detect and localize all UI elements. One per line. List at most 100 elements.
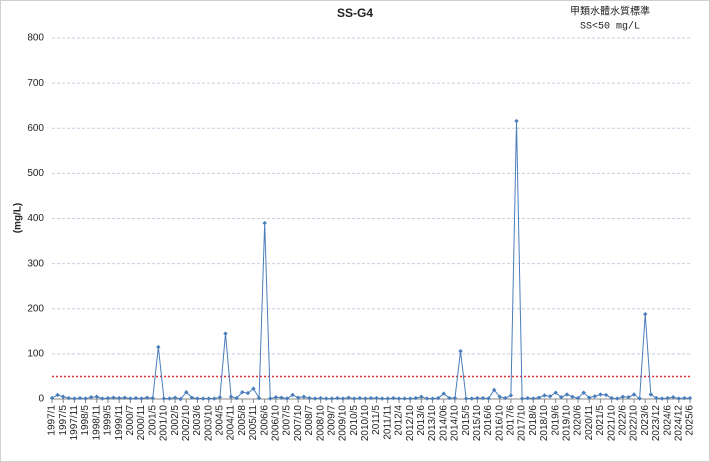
data-point [122, 395, 127, 400]
data-point [620, 394, 626, 399]
data-point [424, 396, 430, 401]
x-tick-label: 2012/10 [405, 405, 416, 442]
data-point [273, 394, 279, 400]
x-tick-label: 2021/5 [595, 405, 606, 436]
x-tick-label: 2023/6 [640, 405, 651, 436]
data-point [335, 395, 340, 401]
x-tick-label: 1998/11 [91, 405, 102, 441]
data-point [245, 390, 251, 396]
data-point [206, 396, 211, 401]
data-point [352, 396, 357, 401]
y-tick-label: 500 [27, 168, 44, 179]
x-tick-label: 2013/10 [427, 405, 438, 442]
data-point [480, 395, 486, 401]
data-point [609, 395, 614, 401]
data-point [284, 396, 290, 401]
data-point [587, 395, 592, 400]
y-tick-label: 200 [27, 303, 44, 314]
data-point [251, 386, 256, 391]
x-tick-label: 1997/5 [58, 405, 69, 436]
data-point [94, 394, 99, 399]
x-tick-label: 2022/6 [617, 405, 628, 436]
data-point [570, 394, 575, 399]
data-point [88, 394, 94, 400]
data-point [396, 396, 402, 401]
x-tick-label: 2003/6 [192, 405, 203, 436]
data-point [637, 396, 642, 401]
data-point [156, 344, 161, 350]
data-point [447, 395, 452, 401]
data-point [340, 396, 346, 401]
data-point [279, 395, 284, 400]
x-tick-label: 1998/5 [80, 405, 91, 436]
data-point [391, 395, 396, 401]
x-tick-label: 2005/11 [248, 405, 259, 441]
x-tick-label: 2011/5 [371, 405, 382, 435]
data-point [402, 396, 407, 401]
data-point [542, 393, 547, 398]
x-tick-label: 2006/10 [271, 405, 282, 442]
x-tick-label: 2004/5 [215, 405, 226, 436]
data-point [55, 392, 60, 398]
data-point [228, 394, 234, 399]
x-tick-label: 2014/06 [438, 405, 449, 442]
x-tick-label: 2019/10 [562, 405, 573, 442]
data-point [139, 396, 144, 401]
data-point [223, 331, 228, 336]
data-point [503, 395, 508, 401]
x-tick-label: 2020/6 [573, 405, 584, 436]
x-tick-label: 2019/6 [550, 405, 561, 436]
data-point [603, 392, 609, 398]
data-point [631, 392, 637, 397]
data-point [200, 396, 206, 401]
x-tick-label: 2009/7 [326, 405, 337, 436]
data-point [547, 394, 553, 399]
x-tick-label: 2008/7 [304, 405, 315, 436]
x-tick-label: 2006/6 [259, 405, 270, 436]
chart-title: SS-G4 [337, 6, 373, 20]
data-point [536, 395, 542, 400]
data-point [374, 395, 379, 401]
data-point [598, 392, 603, 397]
data-point [262, 220, 267, 226]
x-tick-label: 2025/6 [685, 405, 696, 436]
data-point [318, 395, 323, 401]
data-point [234, 395, 239, 401]
y-tick-label: 600 [27, 123, 44, 134]
data-point [430, 396, 435, 401]
data-point [659, 396, 665, 401]
data-point [379, 396, 385, 401]
x-tick-label: 2020/11 [584, 405, 595, 441]
data-point [172, 395, 178, 400]
data-point [514, 118, 519, 124]
y-tick-label: 400 [27, 213, 44, 224]
data-point [441, 391, 446, 396]
x-tick-label: 2002/5 [170, 405, 181, 436]
x-tick-label: 2008/10 [315, 405, 326, 442]
data-point [346, 395, 351, 400]
x-tick-label: 2009/10 [338, 405, 349, 442]
data-point [497, 394, 502, 399]
y-tick-label: 800 [27, 33, 44, 44]
x-tick-label: 2017/6 [506, 405, 517, 436]
x-tick-label: 2002/10 [181, 405, 192, 442]
data-point [486, 396, 491, 401]
data-point [144, 395, 150, 400]
data-point [100, 396, 105, 401]
x-tick-label: 2000/7 [125, 405, 136, 436]
x-tick-label: 2001/5 [147, 405, 158, 436]
data-point [178, 396, 183, 402]
data-point [385, 396, 390, 401]
data-point [301, 394, 307, 399]
data-point [559, 394, 564, 400]
x-tick-label: 2014/10 [450, 405, 461, 442]
x-tick-label: 2023/12 [651, 405, 662, 442]
data-point [531, 396, 536, 401]
x-tick-label: 1997/1 [47, 405, 58, 436]
data-point [150, 395, 155, 401]
data-point [463, 396, 469, 401]
data-point [290, 392, 295, 398]
y-tick-label: 100 [27, 349, 44, 360]
data-point [564, 392, 570, 397]
data-point [324, 396, 329, 401]
